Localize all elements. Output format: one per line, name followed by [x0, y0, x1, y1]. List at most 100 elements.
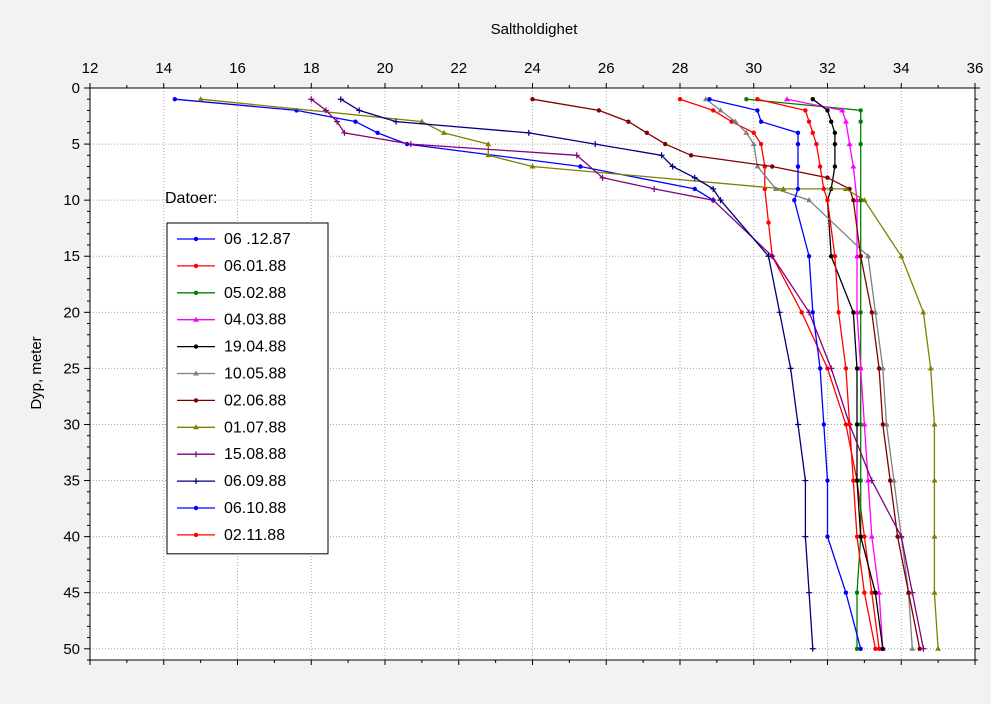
data-point: [821, 186, 827, 192]
data-point: [832, 254, 838, 259]
data-point: [795, 421, 801, 428]
data-point: [592, 141, 599, 148]
data-point: [858, 254, 863, 259]
x-tick-label: 30: [745, 60, 762, 77]
legend-item: 06.01.88: [177, 258, 286, 275]
series-line: [812, 98, 884, 649]
data-point: [792, 197, 797, 203]
data-point: [677, 97, 683, 102]
data-point: [917, 646, 922, 651]
y-tick-label: 45: [63, 585, 80, 602]
data-point: [341, 129, 348, 136]
legend-item: 10.05.88: [177, 366, 286, 383]
data-point: [843, 590, 849, 595]
legend-label: 19.04.88: [224, 339, 286, 356]
data-point: [743, 129, 750, 135]
series-12: [755, 97, 878, 651]
data-point: [927, 365, 934, 371]
data-point: [847, 422, 852, 427]
data-point: [717, 197, 724, 204]
data-point: [858, 646, 863, 651]
x-tick-label: 20: [377, 60, 394, 77]
data-point: [935, 645, 942, 651]
legend-label: 06.10.88: [224, 500, 286, 517]
legend-label: 04.03.88: [224, 312, 286, 329]
data-point: [858, 141, 863, 147]
data-point: [758, 141, 764, 147]
data-point: [710, 197, 717, 204]
plot-frame: [89, 87, 976, 661]
legend-item: 01.07.88: [177, 419, 286, 436]
data-point: [323, 107, 329, 114]
data-point: [172, 97, 178, 102]
series-5: [810, 97, 886, 651]
data-point: [353, 119, 358, 124]
legend-item: 06.10.88: [177, 500, 286, 517]
data-point: [869, 590, 874, 595]
data-point: [931, 589, 938, 595]
series-line: [532, 98, 921, 649]
data-point: [732, 118, 739, 124]
data-point: [851, 310, 856, 315]
data-point: [854, 478, 860, 483]
data-point: [865, 477, 872, 483]
series-10: [337, 96, 816, 652]
data-point: [810, 310, 815, 315]
legend-label: 06.09.88: [224, 473, 286, 490]
data-point: [873, 590, 878, 595]
data-point: [651, 185, 658, 192]
series-6: [702, 96, 916, 651]
data-point: [842, 118, 849, 124]
x-tick-label: 24: [524, 60, 541, 77]
series-7: [530, 97, 922, 651]
legend-item: 06.09.88: [177, 473, 286, 490]
data-point: [909, 645, 916, 651]
legend-marker: [193, 263, 199, 269]
series-line: [757, 98, 877, 649]
data-point: [692, 186, 697, 192]
data-point: [858, 534, 863, 539]
data-point: [843, 366, 849, 371]
legend-box: [166, 222, 329, 555]
data-point: [873, 646, 878, 651]
legend-item: 02.11.88: [177, 527, 285, 544]
data-point: [890, 477, 897, 483]
data-point: [825, 108, 830, 113]
data-point: [851, 197, 856, 203]
legend-item: 19.04.88: [177, 339, 286, 356]
data-point: [485, 141, 492, 147]
data-point: [814, 141, 819, 147]
data-point: [809, 645, 816, 652]
x-tick-label: 18: [303, 60, 320, 77]
data-point: [854, 253, 860, 259]
data-point: [802, 533, 809, 540]
data-point: [578, 164, 583, 169]
series-line: [174, 98, 714, 201]
x-tick-label: 34: [893, 60, 910, 77]
data-point: [750, 141, 757, 147]
data-point: [717, 107, 724, 113]
data-point: [393, 118, 400, 125]
data-point: [776, 309, 783, 316]
data-point: [865, 253, 872, 259]
data-point: [626, 119, 631, 124]
data-point: [854, 590, 860, 595]
y-tick-label: 25: [63, 360, 80, 377]
legend-item: 05.02.88: [177, 285, 286, 302]
data-point: [197, 96, 204, 102]
data-point: [876, 589, 883, 595]
legend-label: 02.11.88: [224, 527, 285, 544]
series-8: [197, 96, 942, 651]
legend-item: 02.06.88: [177, 392, 286, 409]
data-point: [795, 164, 801, 169]
data-point: [858, 422, 863, 427]
data-point: [755, 108, 760, 113]
legend-item: 15.08.88: [177, 446, 286, 463]
data-point: [898, 253, 905, 259]
legend-label: 01.07.88: [224, 419, 286, 436]
legend-marker: [193, 451, 199, 458]
data-point: [862, 590, 867, 595]
data-point: [906, 590, 911, 595]
data-point: [879, 365, 886, 371]
data-point: [931, 533, 938, 539]
